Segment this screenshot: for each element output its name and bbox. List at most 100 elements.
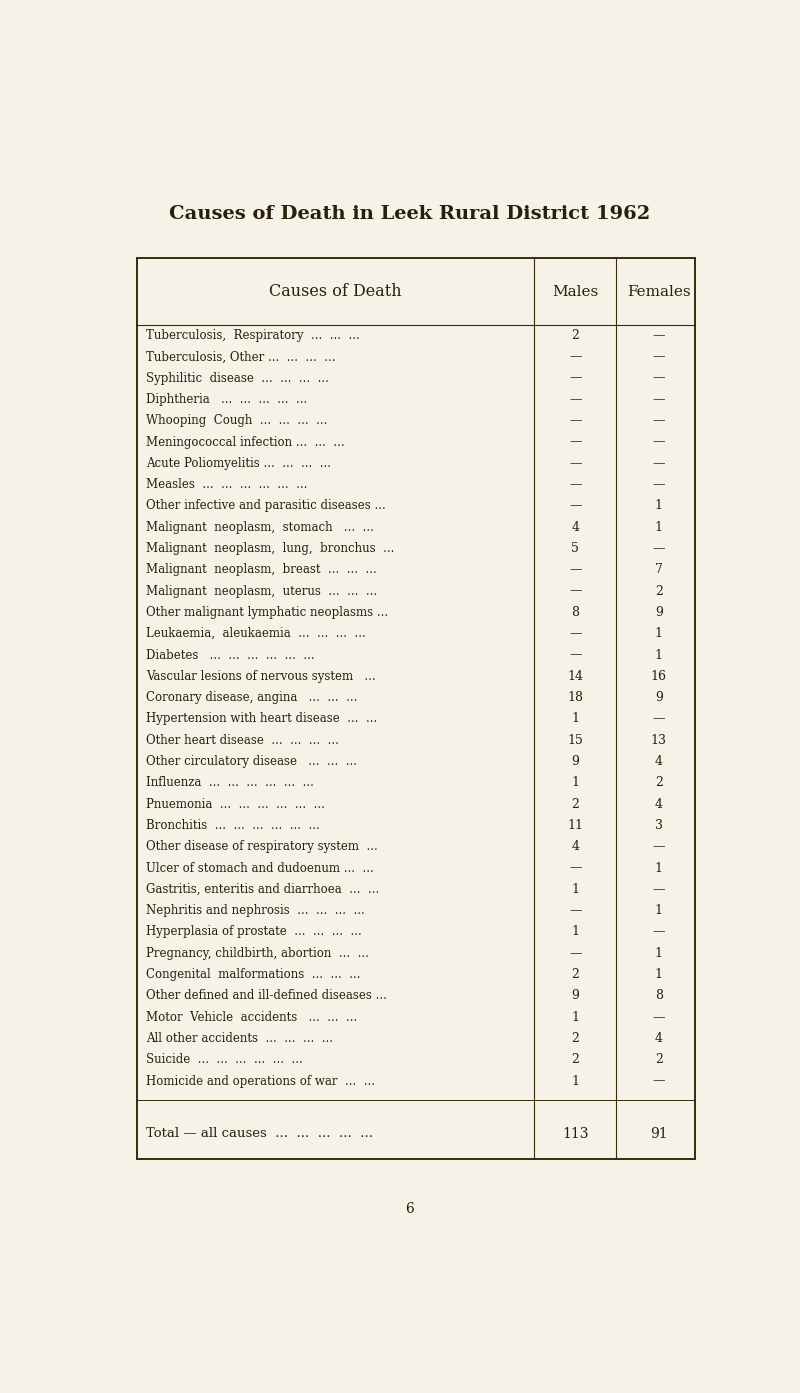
Text: —: — <box>569 500 582 513</box>
Text: Bronchitis  ...  ...  ...  ...  ...  ...: Bronchitis ... ... ... ... ... ... <box>146 819 320 832</box>
Text: 1: 1 <box>655 861 663 875</box>
Text: 9: 9 <box>571 989 579 1003</box>
Text: 1: 1 <box>571 1074 579 1088</box>
Text: Vascular lesions of nervous system   ...: Vascular lesions of nervous system ... <box>146 670 375 683</box>
Text: Tuberculosis,  Respiratory  ...  ...  ...: Tuberculosis, Respiratory ... ... ... <box>146 329 360 343</box>
Text: 8: 8 <box>655 989 663 1003</box>
Text: 8: 8 <box>571 606 579 618</box>
Text: 4: 4 <box>655 798 663 811</box>
Text: 1: 1 <box>655 521 663 534</box>
Text: Influenza  ...  ...  ...  ...  ...  ...: Influenza ... ... ... ... ... ... <box>146 776 314 790</box>
Text: —: — <box>569 457 582 469</box>
Text: —: — <box>569 436 582 449</box>
Text: —: — <box>653 457 665 469</box>
Text: 91: 91 <box>650 1127 668 1141</box>
Text: 3: 3 <box>655 819 663 832</box>
Text: —: — <box>569 947 582 960</box>
Text: —: — <box>653 542 665 554</box>
Text: Motor  Vehicle  accidents   ...  ...  ...: Motor Vehicle accidents ... ... ... <box>146 1011 357 1024</box>
Text: Nephritis and nephrosis  ...  ...  ...  ...: Nephritis and nephrosis ... ... ... ... <box>146 904 365 917</box>
Text: Malignant  neoplasm,  stomach   ...  ...: Malignant neoplasm, stomach ... ... <box>146 521 374 534</box>
Text: 113: 113 <box>562 1127 589 1141</box>
Text: —: — <box>653 840 665 854</box>
Text: 1: 1 <box>571 1011 579 1024</box>
Text: 18: 18 <box>567 691 583 703</box>
Text: 1: 1 <box>655 968 663 981</box>
Text: Total — all causes  ...  ...  ...  ...  ...: Total — all causes ... ... ... ... ... <box>146 1127 373 1139</box>
Text: Hyperplasia of prostate  ...  ...  ...  ...: Hyperplasia of prostate ... ... ... ... <box>146 925 362 939</box>
Text: 15: 15 <box>567 734 583 747</box>
Text: Other defined and ill-defined diseases ...: Other defined and ill-defined diseases .… <box>146 989 386 1003</box>
Text: Ulcer of stomach and dudoenum ...  ...: Ulcer of stomach and dudoenum ... ... <box>146 861 374 875</box>
Text: Measles  ...  ...  ...  ...  ...  ...: Measles ... ... ... ... ... ... <box>146 478 307 492</box>
Text: —: — <box>653 1074 665 1088</box>
Text: —: — <box>653 436 665 449</box>
Text: Congenital  malformations  ...  ...  ...: Congenital malformations ... ... ... <box>146 968 360 981</box>
Text: Homicide and operations of war  ...  ...: Homicide and operations of war ... ... <box>146 1074 375 1088</box>
Text: Meningococcal infection ...  ...  ...: Meningococcal infection ... ... ... <box>146 436 345 449</box>
Text: Tuberculosis, Other ...  ...  ...  ...: Tuberculosis, Other ... ... ... ... <box>146 350 335 364</box>
Text: Leukaemia,  aleukaemia  ...  ...  ...  ...: Leukaemia, aleukaemia ... ... ... ... <box>146 627 366 641</box>
Text: —: — <box>569 585 582 598</box>
Text: 2: 2 <box>655 1053 663 1066</box>
Text: Females: Females <box>627 284 690 298</box>
Text: —: — <box>653 478 665 492</box>
Text: Acute Poliomyelitis ...  ...  ...  ...: Acute Poliomyelitis ... ... ... ... <box>146 457 331 469</box>
Text: —: — <box>653 329 665 343</box>
Text: Other circulatory disease   ...  ...  ...: Other circulatory disease ... ... ... <box>146 755 357 768</box>
Text: —: — <box>653 925 665 939</box>
Text: 2: 2 <box>571 798 579 811</box>
Text: Malignant  neoplasm,  lung,  bronchus  ...: Malignant neoplasm, lung, bronchus ... <box>146 542 394 554</box>
Text: Causes of Death: Causes of Death <box>270 283 402 299</box>
Text: 2: 2 <box>655 776 663 790</box>
Text: Malignant  neoplasm,  uterus  ...  ...  ...: Malignant neoplasm, uterus ... ... ... <box>146 585 377 598</box>
Text: —: — <box>653 712 665 726</box>
Text: Pnuemonia  ...  ...  ...  ...  ...  ...: Pnuemonia ... ... ... ... ... ... <box>146 798 325 811</box>
Text: Malignant  neoplasm,  breast  ...  ...  ...: Malignant neoplasm, breast ... ... ... <box>146 563 377 577</box>
Text: —: — <box>569 393 582 405</box>
Text: 4: 4 <box>571 521 579 534</box>
Text: Other infective and parasitic diseases ...: Other infective and parasitic diseases .… <box>146 500 386 513</box>
Text: 1: 1 <box>655 649 663 662</box>
Text: All other accidents  ...  ...  ...  ...: All other accidents ... ... ... ... <box>146 1032 333 1045</box>
Text: 16: 16 <box>651 670 667 683</box>
Text: 7: 7 <box>655 563 663 577</box>
Text: 1: 1 <box>571 883 579 896</box>
Text: —: — <box>569 563 582 577</box>
Text: —: — <box>569 350 582 364</box>
Text: 2: 2 <box>571 329 579 343</box>
Text: 4: 4 <box>655 1032 663 1045</box>
Text: Diabetes   ...  ...  ...  ...  ...  ...: Diabetes ... ... ... ... ... ... <box>146 649 314 662</box>
Text: —: — <box>569 478 582 492</box>
Text: —: — <box>653 350 665 364</box>
Text: Syphilitic  disease  ...  ...  ...  ...: Syphilitic disease ... ... ... ... <box>146 372 329 384</box>
Text: 4: 4 <box>571 840 579 854</box>
Text: —: — <box>653 883 665 896</box>
Text: —: — <box>653 1011 665 1024</box>
Text: 11: 11 <box>567 819 583 832</box>
Text: —: — <box>569 649 582 662</box>
Text: 9: 9 <box>571 755 579 768</box>
Text: —: — <box>569 414 582 428</box>
Text: 14: 14 <box>567 670 583 683</box>
Text: Causes of Death in Leek Rural District 1962: Causes of Death in Leek Rural District 1… <box>170 205 650 223</box>
Text: 5: 5 <box>571 542 579 554</box>
Text: —: — <box>569 627 582 641</box>
Text: 2: 2 <box>571 1053 579 1066</box>
Text: Other heart disease  ...  ...  ...  ...: Other heart disease ... ... ... ... <box>146 734 338 747</box>
Text: 1: 1 <box>571 712 579 726</box>
Text: 1: 1 <box>655 947 663 960</box>
Text: Males: Males <box>552 284 598 298</box>
Text: 9: 9 <box>655 691 663 703</box>
Text: 1: 1 <box>571 925 579 939</box>
Text: —: — <box>569 372 582 384</box>
Text: 1: 1 <box>655 904 663 917</box>
Text: 2: 2 <box>571 1032 579 1045</box>
Text: 2: 2 <box>655 585 663 598</box>
Text: Hypertension with heart disease  ...  ...: Hypertension with heart disease ... ... <box>146 712 377 726</box>
Text: —: — <box>653 393 665 405</box>
Text: Pregnancy, childbirth, abortion  ...  ...: Pregnancy, childbirth, abortion ... ... <box>146 947 369 960</box>
Text: Other disease of respiratory system  ...: Other disease of respiratory system ... <box>146 840 378 854</box>
Text: Coronary disease, angina   ...  ...  ...: Coronary disease, angina ... ... ... <box>146 691 358 703</box>
Text: Suicide  ...  ...  ...  ...  ...  ...: Suicide ... ... ... ... ... ... <box>146 1053 302 1066</box>
